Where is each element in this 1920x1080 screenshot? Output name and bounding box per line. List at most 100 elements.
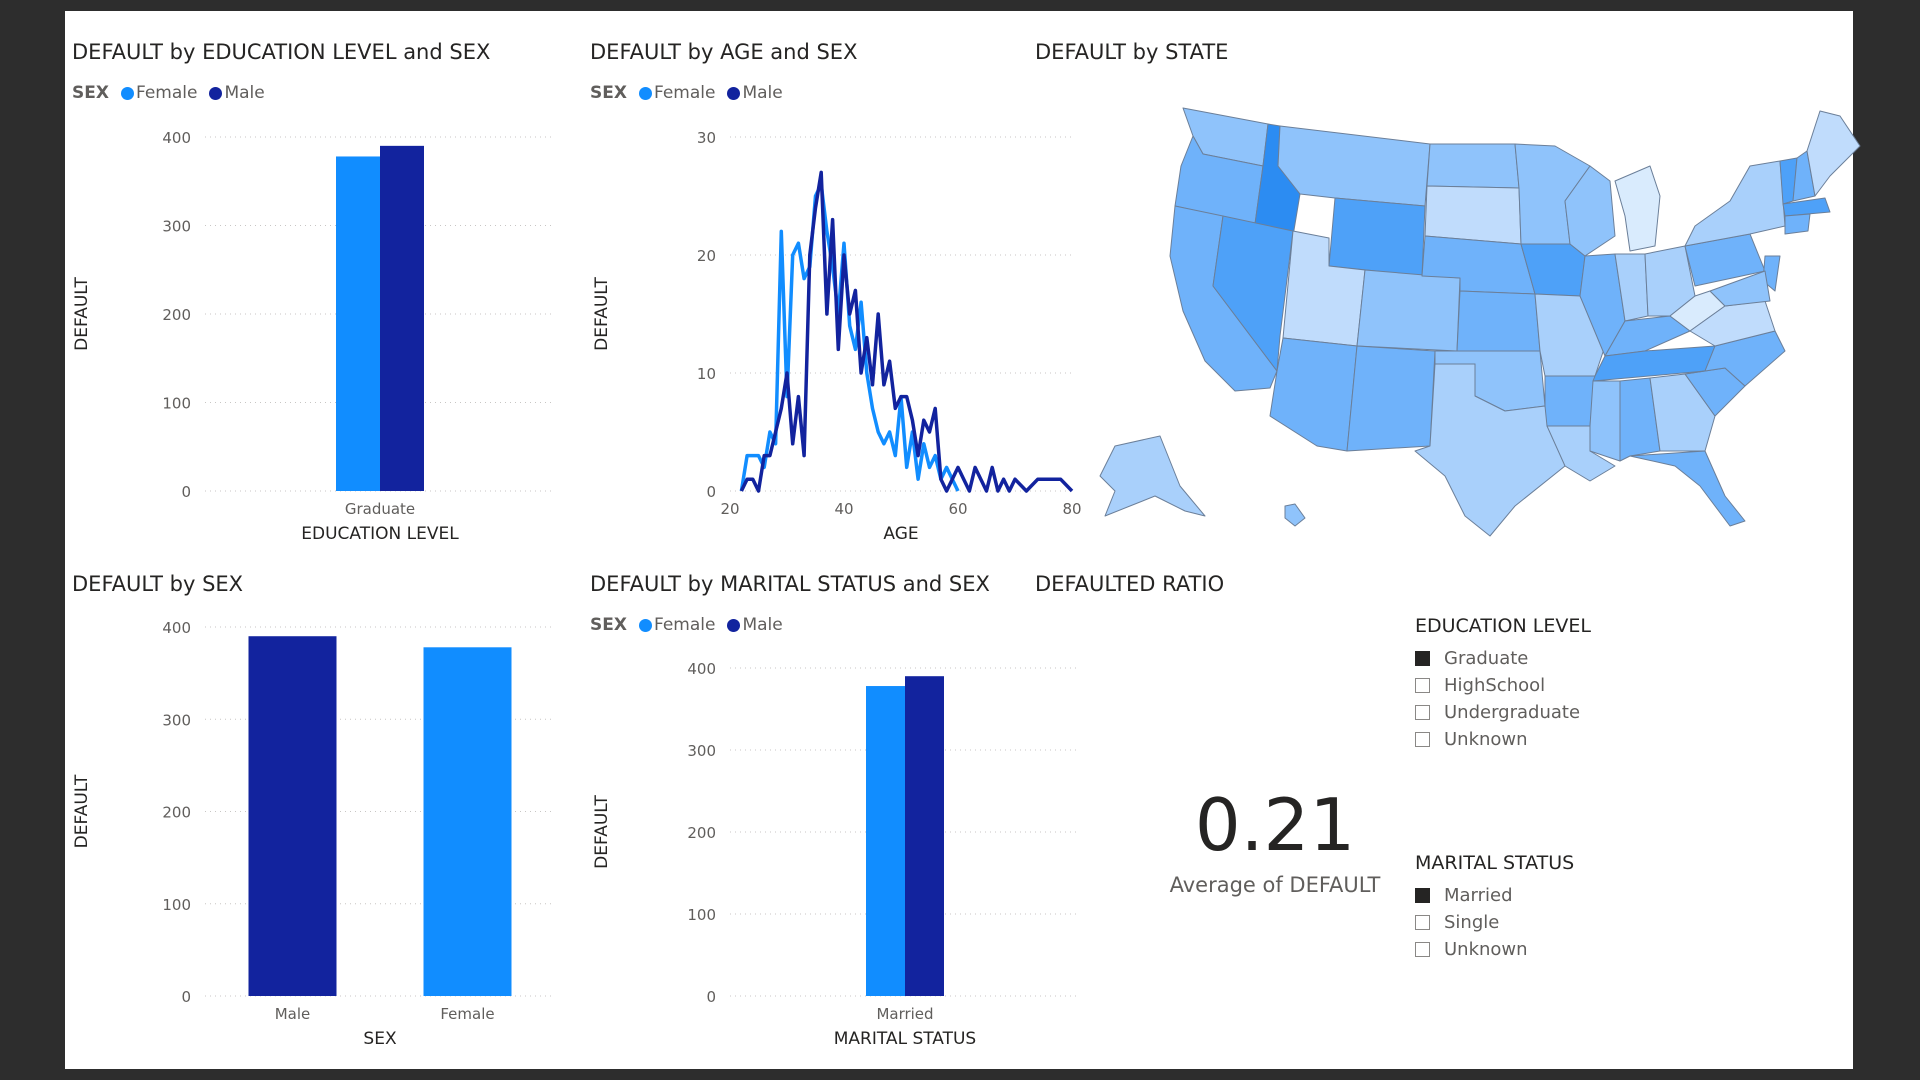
state-nevada[interactable]: [1212, 215, 1294, 372]
slicer-option-graduate[interactable]: Graduate: [1415, 645, 1591, 672]
edu-bar-chart[interactable]: 0 100 200 300 400 DEFAULT Graduate EDUCATION LE…: [65, 111, 585, 551]
option-label: Single: [1444, 912, 1500, 933]
y-axis-label: DEFAULT: [72, 277, 92, 351]
y-tick-label: 400: [687, 660, 716, 678]
marital-bar-chart[interactable]: 0 100 200 300 400 DEFAULT Married MARITAL STATU…: [585, 641, 1095, 1061]
checkbox-icon[interactable]: [1415, 678, 1430, 693]
education-slicer: EDUCATION LEVEL Graduate HighSchool Unde…: [1415, 615, 1591, 753]
state-arkansas[interactable]: [1544, 375, 1596, 427]
legend-female[interactable]: Female: [638, 615, 716, 635]
x-axis-label: SEX: [363, 1029, 397, 1049]
option-label: Unknown: [1444, 729, 1528, 750]
state-new-york[interactable]: [1684, 160, 1786, 247]
legend-label: Male: [224, 83, 265, 103]
y-tick-label: 400: [162, 129, 191, 147]
y-tick-label: 0: [181, 483, 191, 501]
x-tick-label: 40: [834, 500, 853, 518]
checkbox-icon[interactable]: [1415, 705, 1430, 720]
state-alabama[interactable]: [1619, 377, 1661, 462]
bar-male: [248, 636, 337, 996]
x-tick-label: Graduate: [345, 500, 415, 518]
state-north-dakota[interactable]: [1426, 143, 1520, 189]
state-wisconsin[interactable]: [1564, 165, 1616, 257]
bar-female: [423, 647, 512, 996]
y-tick-label: 300: [162, 711, 191, 729]
y-axis-label: DEFAULT: [592, 795, 612, 869]
legend-female[interactable]: Female: [120, 83, 198, 103]
female-dot-icon: [638, 618, 652, 632]
option-label: Married: [1444, 885, 1513, 906]
legend-male[interactable]: Male: [727, 83, 783, 103]
slicer-option-single[interactable]: Single: [1415, 909, 1574, 936]
y-tick-label: 100: [687, 906, 716, 924]
age-legend: SEX Female Male: [590, 83, 789, 103]
state-maryland[interactable]: [1709, 270, 1771, 307]
y-tick-label: 300: [687, 742, 716, 760]
age-line-chart[interactable]: 0 10 20 30 DEFAULT 20 40 60 80 AGE: [585, 111, 1095, 551]
legend-label: Male: [742, 83, 783, 103]
legend-label: Female: [653, 615, 716, 635]
male-dot-icon: [727, 618, 741, 632]
state-alaska[interactable]: [1099, 435, 1206, 517]
state-michigan[interactable]: [1614, 165, 1661, 252]
checkbox-checked-icon[interactable]: [1415, 888, 1430, 903]
slicer-option-unknown[interactable]: Unknown: [1415, 936, 1574, 963]
state-south-dakota[interactable]: [1424, 185, 1522, 245]
legend-male[interactable]: Male: [727, 615, 783, 635]
checkbox-checked-icon[interactable]: [1415, 651, 1430, 666]
y-axis-label: DEFAULT: [592, 277, 612, 351]
state-kansas[interactable]: [1456, 290, 1541, 352]
slicer-option-highschool[interactable]: HighSchool: [1415, 672, 1591, 699]
option-label: Unknown: [1444, 939, 1528, 960]
state-virginia[interactable]: [1689, 300, 1776, 347]
bar-female: [336, 156, 380, 491]
y-tick-label: 200: [687, 824, 716, 842]
x-tick-label: 20: [720, 500, 739, 518]
state-mississippi[interactable]: [1589, 380, 1621, 462]
legend-title: SEX: [590, 83, 627, 103]
y-tick-label: 30: [697, 129, 716, 147]
y-tick-label: 100: [162, 395, 191, 413]
state-maine[interactable]: [1806, 110, 1861, 197]
slicer-option-married[interactable]: Married: [1415, 882, 1574, 909]
marital-slicer-title: MARITAL STATUS: [1415, 852, 1575, 874]
state-massachusetts[interactable]: [1782, 197, 1831, 217]
age-chart-title: DEFAULT by AGE and SEX: [590, 40, 858, 64]
us-state-map[interactable]: [1085, 106, 1875, 551]
sex-bar-chart[interactable]: 0 100 200 300 400 DEFAULT Male Female SEX: [65, 601, 585, 1061]
state-florida[interactable]: [1629, 450, 1746, 527]
report-canvas: DEFAULT by EDUCATION LEVEL and SEX DEFAU…: [65, 11, 1861, 1069]
x-axis-label: MARITAL STATUS: [834, 1029, 976, 1049]
state-texas[interactable]: [1414, 363, 1566, 537]
x-tick-label: Married: [876, 1005, 933, 1023]
legend-male[interactable]: Male: [209, 83, 265, 103]
legend-label: Female: [135, 83, 198, 103]
female-dot-icon: [120, 86, 134, 100]
y-tick-label: 20: [697, 247, 716, 265]
state-wyoming[interactable]: [1328, 197, 1426, 277]
slicer-option-undergraduate[interactable]: Undergraduate: [1415, 699, 1591, 726]
marital-chart-title: DEFAULT by MARITAL STATUS and SEX: [590, 572, 990, 596]
checkbox-icon[interactable]: [1415, 915, 1430, 930]
option-label: HighSchool: [1444, 675, 1546, 696]
state-new-mexico[interactable]: [1346, 345, 1436, 452]
state-hawaii[interactable]: [1284, 503, 1306, 527]
checkbox-icon[interactable]: [1415, 732, 1430, 747]
legend-female[interactable]: Female: [638, 83, 715, 103]
option-label: Graduate: [1444, 648, 1529, 669]
state-colorado[interactable]: [1356, 269, 1461, 352]
y-tick-label: 100: [162, 896, 191, 914]
state-connecticut[interactable]: [1784, 213, 1811, 235]
slicer-option-unknown[interactable]: Unknown: [1415, 726, 1591, 753]
state-map-title: DEFAULT by STATE: [1035, 40, 1229, 64]
x-tick-label: 80: [1062, 500, 1081, 518]
series-line-male: [739, 170, 1074, 493]
y-tick-label: 200: [162, 306, 191, 324]
male-dot-icon: [727, 86, 741, 100]
y-axis-label: DEFAULT: [72, 774, 92, 848]
state-montana[interactable]: [1277, 125, 1431, 207]
checkbox-icon[interactable]: [1415, 942, 1430, 957]
bar-female: [866, 686, 905, 996]
state-arizona[interactable]: [1269, 337, 1358, 452]
y-tick-label: 200: [162, 804, 191, 822]
